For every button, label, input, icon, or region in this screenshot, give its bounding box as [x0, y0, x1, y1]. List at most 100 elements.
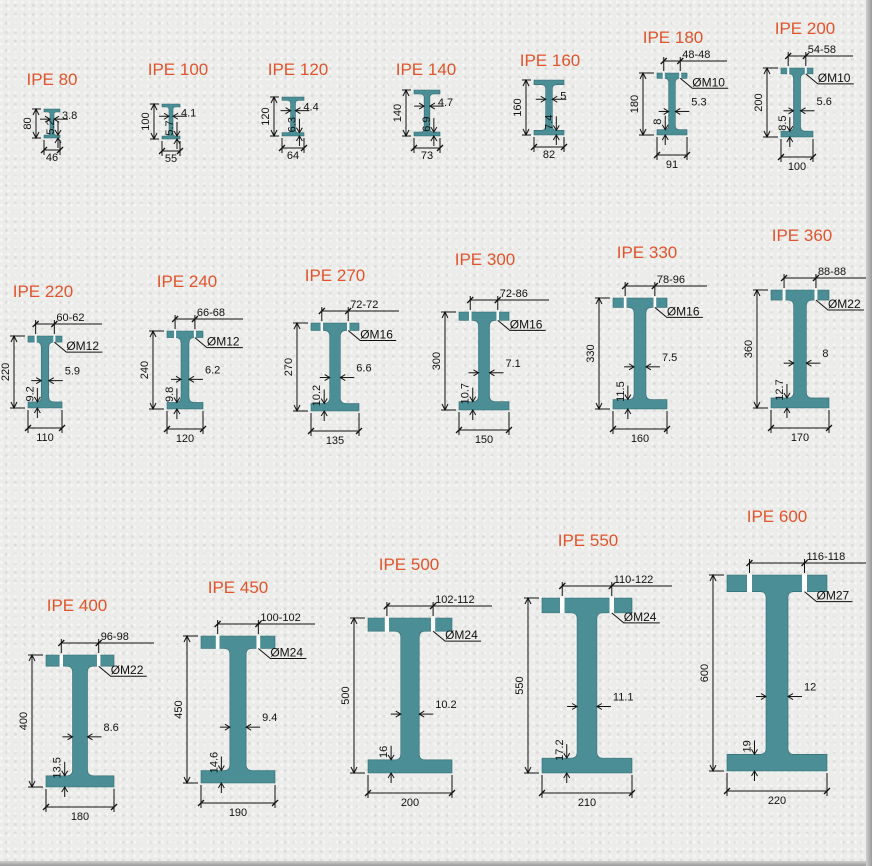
bolt-leader-line [654, 307, 703, 318]
profile-title: IPE 140 [396, 60, 457, 79]
height-label: 600 [699, 664, 711, 682]
profile-title: IPE 400 [47, 596, 108, 615]
height-label: 120 [260, 107, 272, 125]
profile-ipe-200: IPE 200 200 100 5.6 8.5 54-58 ØM10 [753, 19, 854, 173]
width-label: 82 [543, 149, 555, 161]
profile-ipe-160: IPE 160 160 82 5 7.4 [512, 51, 580, 161]
height-label: 400 [18, 712, 30, 730]
flange-thickness-label: 6.9 [421, 116, 433, 131]
bolt-label: ØM27 [817, 589, 850, 603]
flange-thickness-label: 5.7 [164, 120, 176, 135]
flange-thickness-label: 19 [742, 740, 754, 752]
bolt-hole [787, 67, 790, 75]
gauge-label: 110-122 [614, 574, 654, 586]
ibeam-section [458, 311, 510, 411]
flange-thickness-label: 10.7 [460, 383, 472, 404]
profile-title: IPE 120 [268, 60, 329, 79]
ibeam-section [770, 289, 830, 409]
bolt-leader-line [611, 612, 660, 624]
height-label: 270 [283, 358, 295, 376]
bolt-label: ØM22 [828, 297, 861, 311]
web-thickness-label: 5.3 [691, 96, 706, 108]
height-label: 300 [431, 352, 443, 370]
height-label: 450 [173, 700, 185, 718]
flange-thickness-label: 14.6 [208, 752, 220, 773]
width-label: 46 [46, 152, 58, 164]
profile-title: IPE 360 [772, 226, 833, 245]
bolt-label: ØM16 [360, 327, 393, 341]
web-thickness-label: 11.1 [613, 692, 634, 704]
web-thickness-label: 7.1 [506, 358, 521, 370]
bolt-leader-line [347, 330, 397, 341]
ibeam-section [413, 89, 441, 137]
ibeam-section [541, 597, 633, 774]
profile-ipe-180: IPE 180 180 91 5.3 8 48-48 ØM10 [629, 28, 729, 171]
profile-title: IPE 550 [558, 531, 619, 550]
width-label: 73 [421, 150, 433, 162]
ibeam-section [200, 635, 276, 784]
profile-ipe-450: IPE 450 450 190 9.4 14.6 100-102 ØM24 [173, 578, 315, 819]
bolt-hole [215, 635, 220, 649]
bolt-hole [97, 654, 101, 667]
gauge-label: 116-118 [807, 551, 846, 563]
ibeam-section [27, 335, 63, 409]
gauge-label: 88-88 [818, 266, 846, 278]
width-label: 91 [666, 159, 678, 171]
flange-thickness-label: 10.2 [311, 385, 323, 406]
gauge-label: 66-68 [197, 307, 225, 319]
height-label: 360 [743, 340, 755, 358]
gauge-label: 60-62 [56, 312, 84, 324]
ibeam-section [612, 297, 668, 410]
width-label: 135 [326, 435, 344, 447]
gauge-label: 102-112 [435, 594, 475, 606]
flange-thickness-label: 9.8 [164, 387, 176, 402]
profile-ipe-300: IPE 300 300 150 7.1 10.7 72-86 ØM16 [431, 250, 549, 446]
profile-title: IPE 100 [148, 60, 209, 79]
profile-ipe-240: IPE 240 240 120 6.2 9.8 66-68 ØM12 [139, 272, 243, 445]
bolt-leader-line [194, 337, 243, 349]
width-label: 210 [578, 797, 596, 809]
profile-title: IPE 200 [775, 19, 836, 38]
bolt-leader-line [815, 299, 864, 311]
bolt-hole [802, 574, 807, 593]
bolt-hole [560, 597, 565, 614]
bolt-hole [623, 297, 627, 308]
height-label: 180 [629, 95, 641, 113]
bolt-hole [431, 617, 436, 632]
bolt-hole [469, 311, 472, 321]
width-label: 120 [176, 433, 194, 445]
bolt-label: ØM16 [510, 317, 543, 331]
height-label: 200 [753, 93, 765, 111]
profile-title: IPE 330 [617, 243, 678, 262]
bolt-hole [53, 335, 56, 343]
gauge-label: 78-96 [657, 274, 685, 286]
profile-ipe-550: IPE 550 550 210 11.1 17.2 110-122 ØM24 [514, 531, 672, 809]
bolt-label: ØM12 [207, 335, 240, 349]
web-thickness-label: 8 [822, 348, 828, 360]
bolt-hole [782, 289, 786, 301]
bolt-hole [814, 289, 818, 301]
profile-ipe-360: IPE 360 360 170 8 12.7 88-88 ØM22 [743, 226, 869, 444]
width-label: 150 [475, 434, 493, 446]
flange-thickness-label: 12.7 [774, 379, 786, 400]
bolt-label: ØM24 [624, 610, 657, 624]
web-thickness-label: 3.8 [62, 110, 77, 122]
web-thickness-label: 6.2 [205, 364, 220, 376]
flange-thickness-label: 6.3 [286, 117, 298, 132]
web-thickness-label: 10.2 [435, 699, 456, 711]
bolt-hole [804, 67, 807, 75]
bolt-leader-line [805, 73, 854, 85]
width-label: 64 [287, 150, 299, 162]
flange-thickness-label: 11.5 [615, 381, 627, 402]
profile-title: IPE 500 [379, 555, 440, 574]
profile-title: IPE 180 [643, 28, 704, 47]
bolt-hole [496, 311, 499, 321]
bolt-leader-line [804, 591, 853, 603]
profile-ipe-140: IPE 140 140 73 4.7 6.9 [392, 60, 456, 162]
profile-ipe-600: IPE 600 600 220 12 19 116-118 ØM27 [699, 507, 867, 807]
height-label: 220 [0, 363, 12, 381]
bolt-leader-line [54, 341, 103, 353]
bolt-hole [256, 635, 261, 649]
gauge-label: 72-86 [500, 288, 528, 300]
gauge-label: 48-48 [682, 49, 710, 61]
